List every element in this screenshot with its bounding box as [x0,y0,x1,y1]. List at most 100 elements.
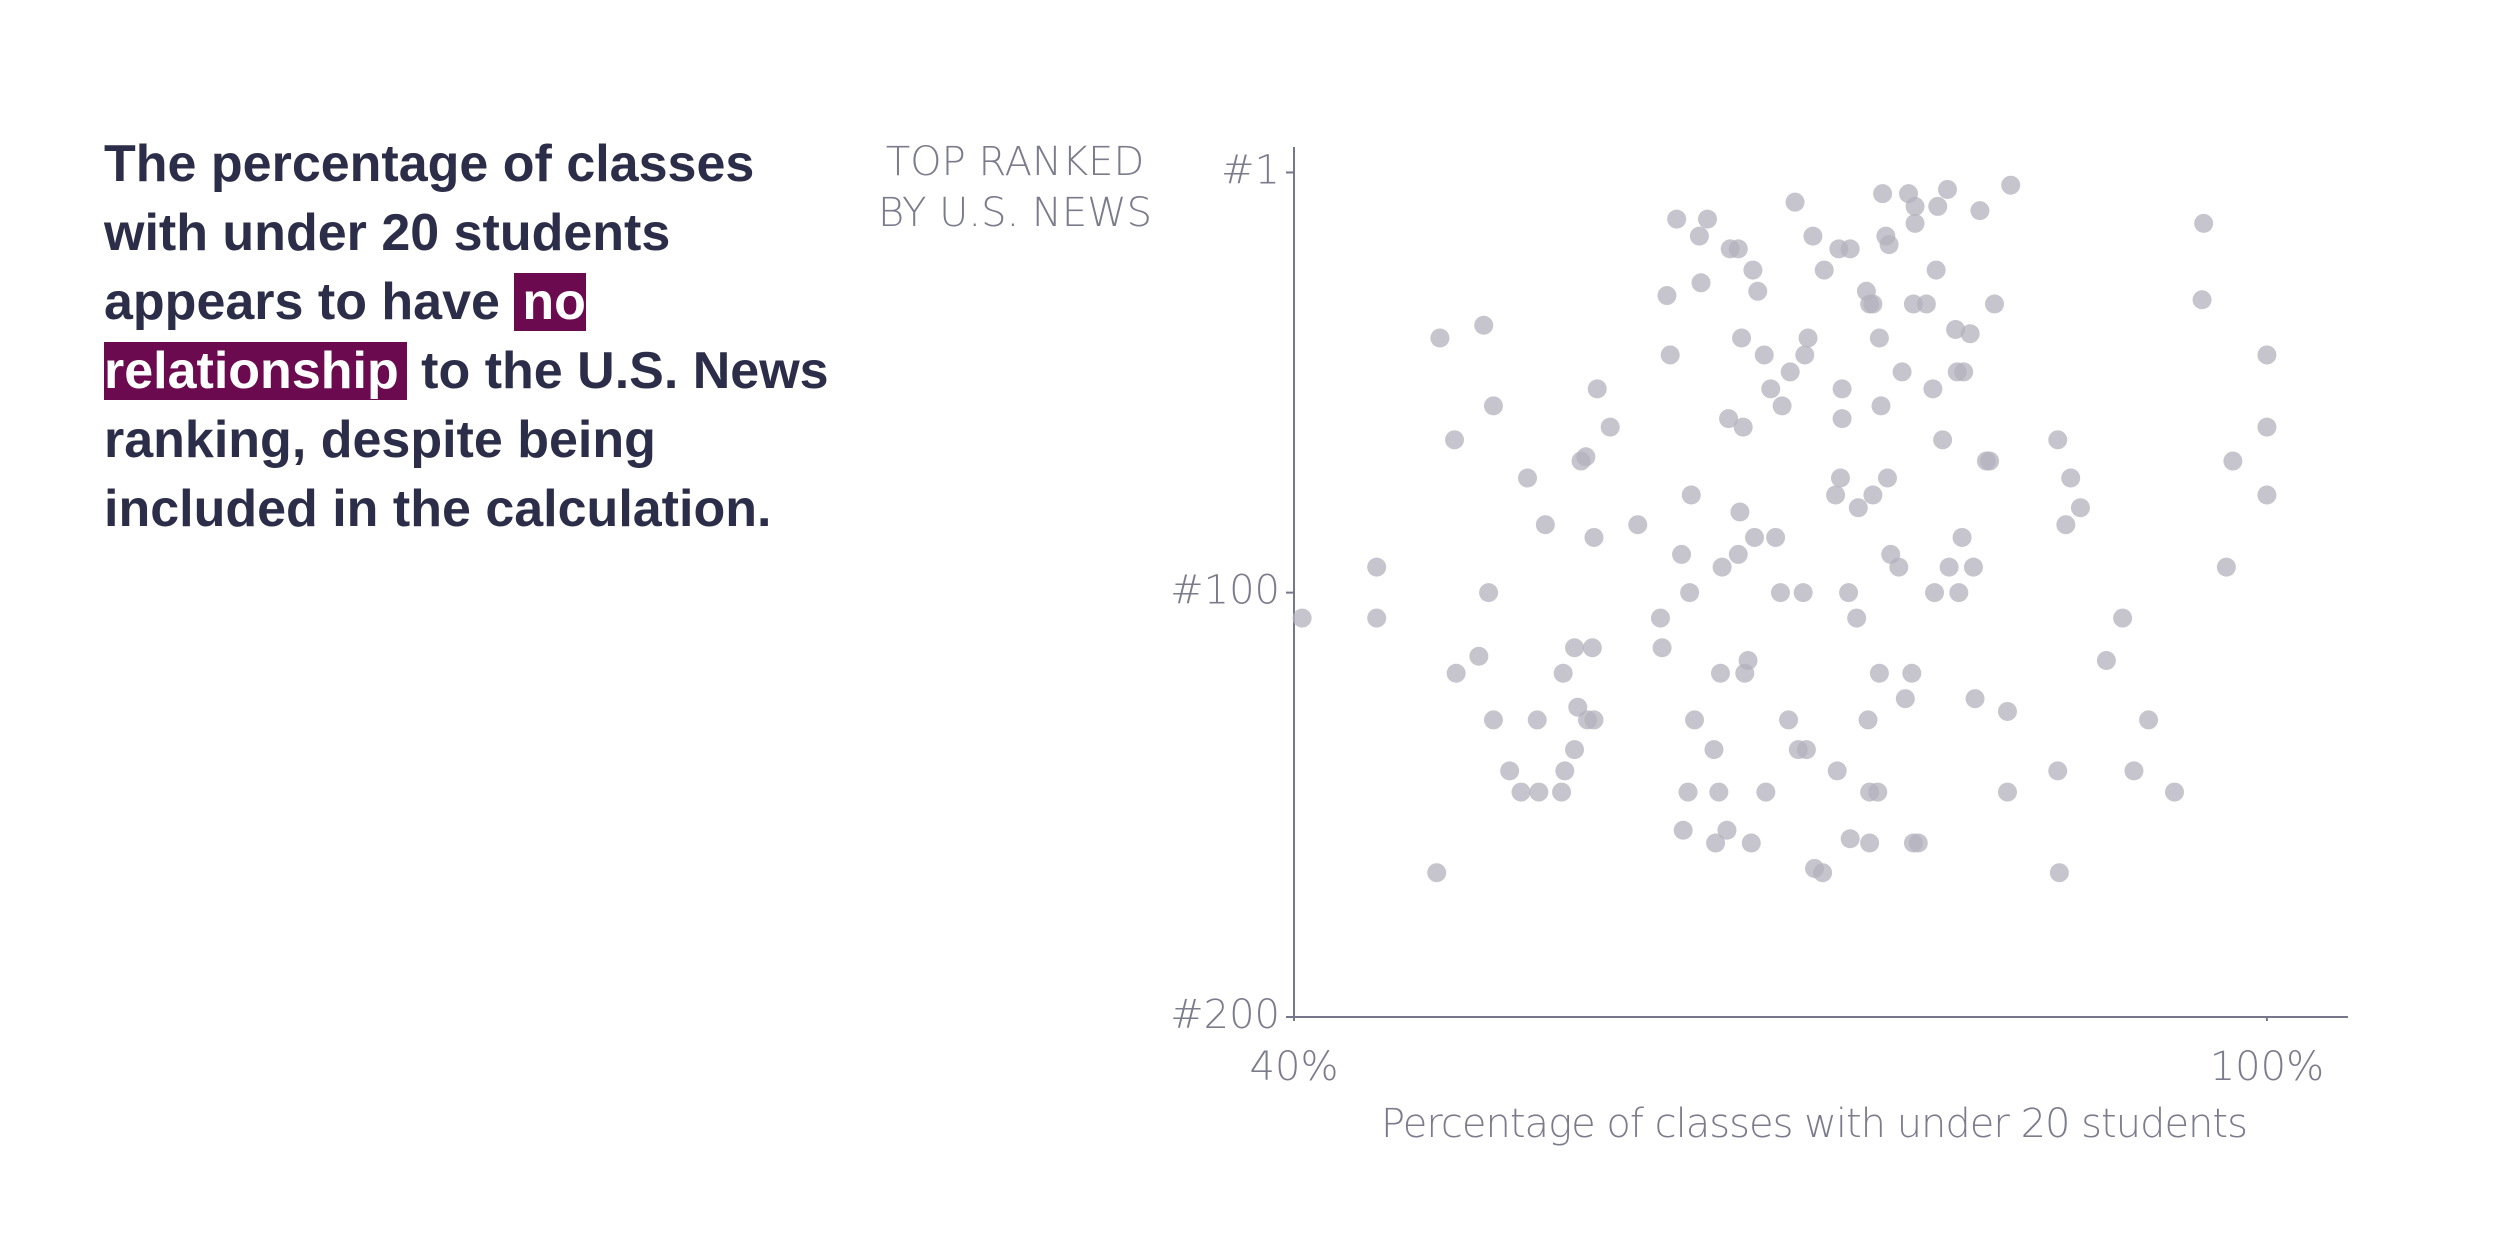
point [1840,239,1860,259]
point [1798,328,1818,348]
point [2056,515,2076,535]
point [1965,689,1985,709]
point [1500,761,1520,781]
point [1827,761,1847,781]
point [1839,583,1859,603]
point [1895,689,1915,709]
point [1704,740,1724,760]
point [1741,833,1761,853]
point [1689,226,1709,246]
point [2113,608,2133,628]
point [1933,430,1953,450]
point [1780,362,1800,382]
point [1732,328,1752,348]
point [1908,833,1928,853]
point [1832,409,1852,429]
point [1869,663,1889,683]
point [1925,583,1945,603]
point [2164,782,2184,802]
point [1793,583,1813,603]
point [1650,608,1670,628]
point [1923,379,1943,399]
point [1672,544,1692,564]
point [1937,179,1957,199]
point [1427,863,1447,883]
point [1795,345,1815,365]
point [1535,515,1555,535]
point [1877,468,1897,488]
point [1963,557,1983,577]
headline-text: The percentage of classes with under 20 … [104,135,755,331]
point [1738,651,1758,671]
point [1766,527,1786,547]
point [1553,663,1573,683]
point [1600,417,1620,437]
y-axis-label: TOP RANKED [886,139,1145,185]
point [1745,527,1765,547]
point [1710,663,1730,683]
point [2257,345,2277,365]
point [1483,396,1503,416]
point [1952,527,1972,547]
point [1814,260,1834,280]
point [1848,498,1868,518]
point [1511,782,1531,802]
point [1980,451,2000,471]
point [1905,213,1925,233]
point [1680,583,1700,603]
point [1803,226,1823,246]
point [2257,485,2277,505]
point [1681,485,1701,505]
point [1367,608,1387,628]
point [1587,379,1607,399]
point [1960,324,1980,344]
point [1527,710,1547,730]
point [1858,710,1878,730]
point [1985,294,2005,314]
point [1719,409,1739,429]
x-tick-label: 100% [2210,1044,2324,1090]
point [1879,235,1899,255]
point [2139,710,2159,730]
headline-text: to the U.S. News ranking, despite being … [104,342,829,538]
point [1667,209,1687,229]
point [1730,502,1750,522]
x-axis-label: Percentage of classes with under 20 stud… [1381,1101,2247,1147]
point [1555,761,1575,781]
y-axis-label: BY U.S. NEWS [878,190,1152,236]
point [1709,782,1729,802]
point [1576,447,1596,467]
point [1529,782,1549,802]
point [1905,196,1925,216]
point [1728,544,1748,564]
point [1770,583,1790,603]
point [1673,820,1693,840]
point [1552,782,1572,802]
point [1796,740,1816,760]
point [1970,201,1990,221]
point [1712,557,1732,577]
point [1830,468,1850,488]
point [1743,260,1763,280]
point [1863,294,1883,314]
point [1926,260,1946,280]
point [1657,286,1677,306]
point [1785,192,1805,212]
point [1292,608,1312,628]
point [1840,829,1860,849]
point [1863,485,1883,505]
point [2216,557,2236,577]
point [2096,651,2116,671]
point [2049,863,2069,883]
point [1446,663,1466,683]
point [1445,430,1465,450]
point [1939,557,1959,577]
point [1748,281,1768,301]
point [1916,294,1936,314]
point [2124,761,2144,781]
point [2257,417,2277,437]
point [2223,451,2243,471]
point [1584,710,1604,730]
point [1892,362,1912,382]
point [1479,583,1499,603]
